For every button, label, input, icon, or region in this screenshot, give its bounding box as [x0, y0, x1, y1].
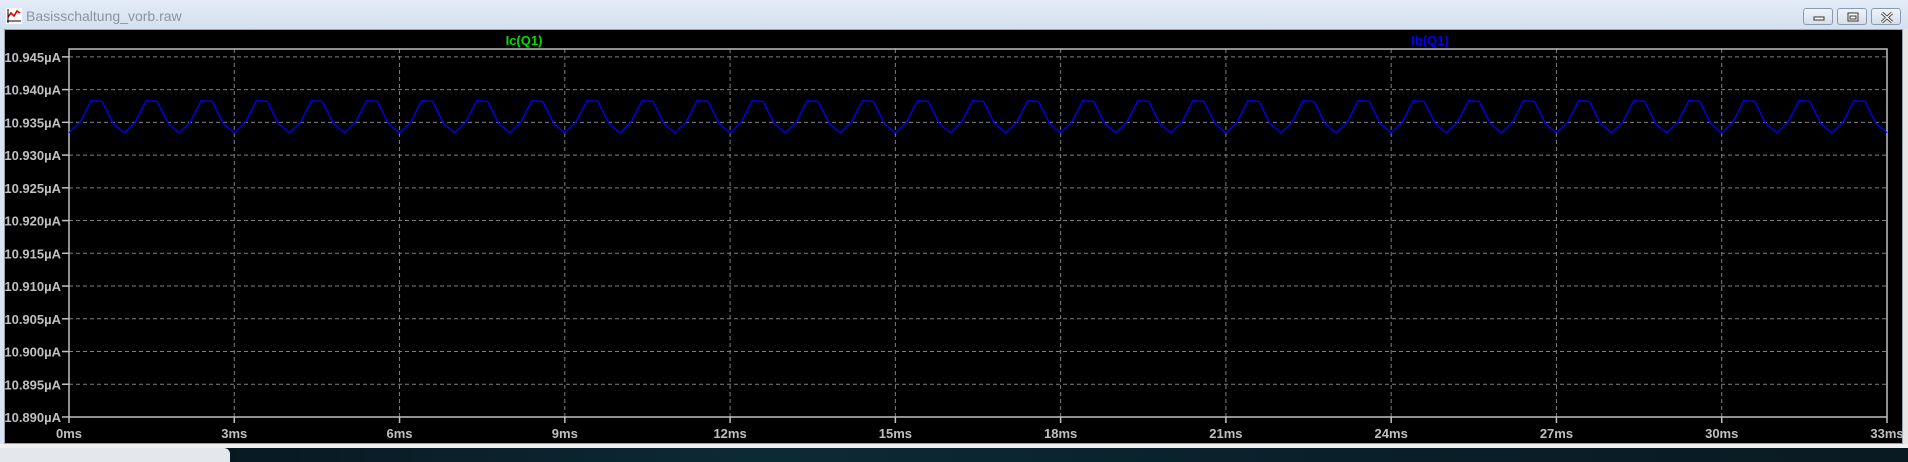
waveform-viewer-icon	[6, 8, 22, 24]
legend-ib-q1[interactable]: Ib(Q1)	[1411, 33, 1449, 48]
legend-ic-q1[interactable]: Ic(Q1)	[506, 33, 543, 48]
y-tick-label: 10.945µA	[4, 50, 61, 65]
x-tick-label: 18ms	[1044, 426, 1077, 441]
y-tick-label: 10.895µA	[4, 377, 61, 392]
x-tick-label: 3ms	[221, 426, 247, 441]
x-tick-label: 24ms	[1375, 426, 1408, 441]
y-tick-label: 10.910µA	[4, 279, 61, 294]
x-axis: 0ms 3ms 6ms 9ms 12ms 15ms 18ms 21ms 24ms 27ms 30ms…	[56, 417, 1904, 441]
x-tick-label: 9ms	[552, 426, 578, 441]
x-tick-label: 0ms	[56, 426, 82, 441]
plot-pane[interactable]	[4, 29, 1903, 444]
y-tick-label: 10.915µA	[4, 246, 61, 261]
window-title-bar[interactable]: Basisschaltung_vorb.raw	[0, 0, 1908, 30]
close-button[interactable]	[1871, 8, 1901, 25]
y-axis: 10.945µA 10.940µA 10.935µA 10.930µA 10.925µA…	[4, 50, 69, 425]
traces	[68, 100, 1888, 134]
plot-frame	[68, 48, 1888, 418]
grid	[69, 49, 1887, 417]
minimize-button[interactable]	[1803, 8, 1833, 25]
x-tick-label: 27ms	[1540, 426, 1573, 441]
y-tick-label: 10.890µA	[4, 410, 61, 425]
x-tick-label: 6ms	[387, 426, 413, 441]
y-tick-label: 10.935µA	[4, 115, 61, 130]
window-border	[1903, 29, 1908, 444]
minimize-icon	[1813, 16, 1825, 21]
y-tick-label: 10.940µA	[4, 83, 61, 98]
waveform-plot[interactable]: 10.945µA 10.940µA 10.935µA 10.930µA 10.925µA…	[0, 0, 1908, 446]
x-tick-label: 30ms	[1705, 426, 1738, 441]
y-tick-label: 10.920µA	[4, 214, 61, 229]
window-bottom-border	[0, 444, 1908, 448]
taskbar-tab[interactable]	[0, 448, 230, 462]
close-icon	[1880, 11, 1894, 24]
window-title: Basisschaltung_vorb.raw	[26, 8, 182, 24]
x-tick-label: 33ms	[1870, 426, 1903, 441]
x-tick-label: 12ms	[713, 426, 746, 441]
maximize-icon	[1847, 12, 1859, 22]
y-tick-label: 10.925µA	[4, 181, 61, 196]
maximize-button[interactable]	[1837, 8, 1867, 25]
trace-ibq1[interactable]	[68, 100, 1888, 134]
y-tick-label: 10.905µA	[4, 312, 61, 327]
y-tick-label: 10.930µA	[4, 148, 61, 163]
y-tick-label: 10.900µA	[4, 345, 61, 360]
taskbar	[0, 448, 1908, 462]
x-tick-label: 15ms	[879, 426, 912, 441]
x-tick-label: 21ms	[1209, 426, 1242, 441]
